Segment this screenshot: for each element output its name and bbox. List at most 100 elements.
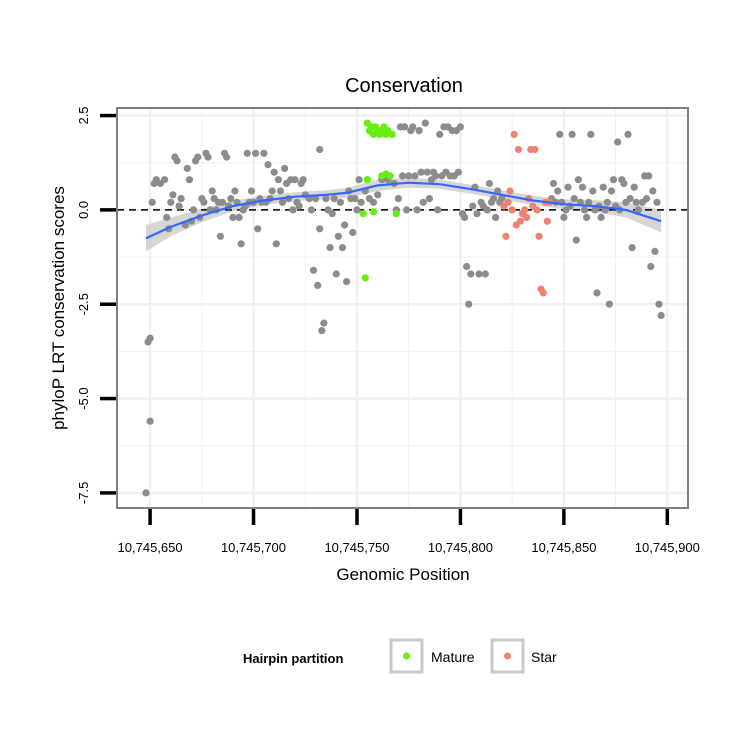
data-point-other	[425, 195, 433, 203]
data-point-other	[605, 300, 614, 308]
data-point-mature	[359, 210, 367, 218]
chart-title: Conservation	[345, 75, 463, 97]
data-point-other	[316, 145, 324, 154]
data-points	[142, 119, 665, 497]
data-point-other	[572, 236, 580, 244]
data-point-other	[189, 206, 198, 214]
data-point-other	[173, 157, 181, 165]
data-point-other	[630, 183, 638, 191]
data-point-other	[599, 183, 607, 191]
data-point-other	[626, 195, 634, 203]
data-point-other	[564, 183, 572, 191]
data-point-other	[574, 176, 583, 184]
data-point-other	[254, 225, 262, 233]
data-point-star	[506, 187, 514, 195]
data-point-other	[485, 179, 493, 188]
data-point-other	[568, 130, 576, 138]
data-point-other	[409, 123, 417, 131]
data-point-mature	[388, 130, 396, 138]
x-tick-label: 10,745,750	[324, 540, 389, 555]
data-point-other	[620, 179, 628, 188]
legend-title: Hairpin partition	[243, 651, 343, 666]
y-tick-label: -7.5	[76, 482, 91, 504]
data-point-other	[649, 187, 657, 195]
data-point-other	[229, 213, 237, 221]
data-point-other	[549, 179, 558, 188]
data-point-other	[322, 195, 330, 203]
data-point-other	[200, 198, 208, 206]
data-point-other	[274, 176, 282, 184]
confidence-band	[146, 177, 662, 252]
data-point-other	[314, 281, 322, 289]
y-tick-label: 2.5	[76, 106, 91, 124]
legend-label-mature: Mature	[431, 649, 475, 665]
data-point-other	[307, 206, 316, 214]
data-point-other	[291, 176, 299, 184]
data-point-star	[535, 232, 543, 240]
data-point-other	[463, 262, 471, 271]
data-point-star	[533, 206, 541, 214]
data-point-other	[167, 198, 175, 206]
data-point-other	[651, 247, 659, 255]
x-tick-label: 10,745,800	[428, 540, 493, 555]
smooth-line-layer	[145, 181, 662, 240]
data-point-other	[355, 176, 363, 184]
data-point-other	[403, 206, 411, 214]
data-point-other	[218, 198, 227, 206]
legend-item-star: Star	[490, 638, 557, 674]
data-point-other	[328, 210, 336, 218]
data-point-other	[208, 187, 216, 195]
data-point-other	[394, 195, 402, 203]
panel-background	[117, 108, 688, 508]
data-point-other	[247, 187, 256, 195]
data-point-other	[398, 172, 407, 180]
data-point-other	[578, 183, 587, 191]
data-point-other	[349, 228, 357, 237]
data-point-star	[508, 206, 516, 214]
data-point-star	[504, 198, 512, 206]
data-point-other	[489, 195, 498, 203]
data-point-other	[326, 244, 334, 252]
data-point-other	[351, 195, 359, 203]
data-point-other	[423, 168, 431, 176]
data-point-other	[473, 210, 481, 218]
y-tick-label: 0.0	[76, 201, 91, 219]
data-point-other	[237, 240, 245, 248]
y-tick-label: -2.5	[76, 293, 91, 315]
data-point-other	[223, 153, 231, 161]
data-point-other	[330, 195, 338, 203]
data-point-other	[169, 191, 177, 199]
data-point-other	[587, 130, 595, 138]
data-point-star	[543, 217, 551, 225]
data-point-other	[465, 300, 473, 308]
data-point-other	[264, 161, 272, 169]
data-point-other	[316, 225, 324, 233]
data-point-other	[401, 123, 409, 131]
data-point-star	[539, 289, 547, 297]
data-point-other	[268, 187, 276, 195]
data-point-other	[142, 489, 150, 497]
data-point-other	[434, 206, 442, 214]
plot-panel	[116, 107, 689, 509]
data-point-other	[183, 164, 191, 172]
data-point-other	[318, 327, 326, 335]
data-point-other	[556, 130, 564, 138]
data-point-star	[531, 145, 539, 154]
smooth-confidence-band	[146, 177, 662, 252]
data-point-star	[523, 213, 531, 221]
data-point-star	[514, 145, 523, 154]
data-point-other	[657, 311, 665, 320]
data-point-other	[581, 206, 589, 214]
data-point-other	[413, 206, 421, 214]
data-point-other	[589, 187, 597, 195]
data-point-other	[467, 270, 475, 278]
data-point-other	[603, 198, 611, 206]
data-point-other	[163, 213, 171, 221]
data-point-other	[643, 195, 651, 203]
data-point-other	[607, 187, 616, 195]
data-point-other	[655, 300, 663, 308]
data-point-other	[475, 270, 483, 278]
data-point-other	[560, 213, 568, 221]
x-axis: 10,745,650 10,745,700 10,745,750 10,745,800…	[118, 509, 700, 555]
data-point-other	[583, 213, 591, 221]
